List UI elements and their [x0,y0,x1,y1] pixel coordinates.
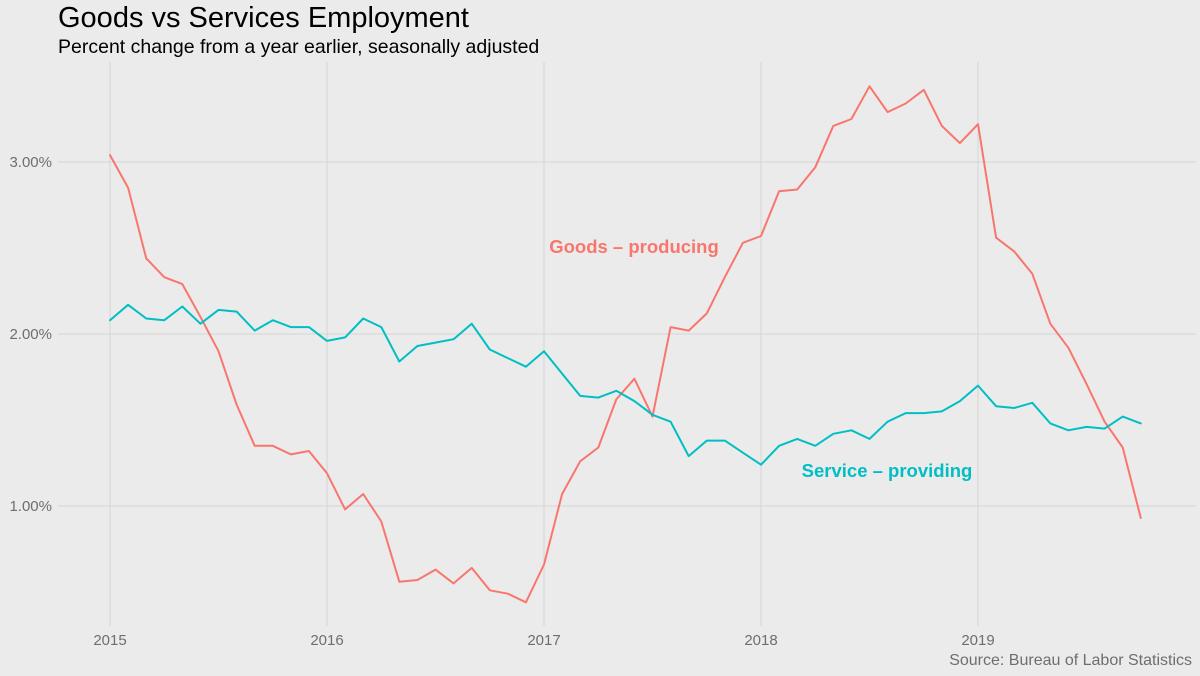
chart-subtitle: Percent change from a year earlier, seas… [58,36,540,58]
goods-series-label: Goods – producing [549,236,719,257]
series-line-services [109,303,1142,466]
x-tick-label: 2019 [961,632,994,649]
x-tick-label: 2016 [310,632,343,649]
y-tick-label: 1.00% [9,498,52,515]
x-tick-label: 2017 [527,632,560,649]
y-tick-label: 2.00% [9,326,52,343]
x-tick-label: 2018 [744,632,777,649]
source-caption: Source: Bureau of Labor Statistics [949,652,1192,669]
services-series-label: Service – providing [802,460,973,481]
y-tick-label: 3.00% [9,154,52,171]
chart-title: Goods vs Services Employment [58,2,469,34]
x-tick-label: 2015 [93,632,126,649]
series-line-goods [109,85,1142,604]
